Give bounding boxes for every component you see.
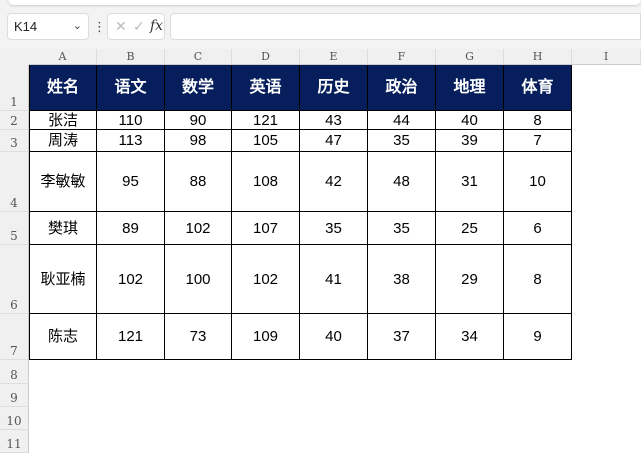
table-header-cell[interactable]: 体育	[504, 65, 572, 111]
chevron-down-icon[interactable]: ⌄	[72, 20, 82, 32]
table-header-cell[interactable]: 政治	[368, 65, 436, 111]
score-cell[interactable]: 39	[436, 130, 504, 152]
score-cell[interactable]: 105	[232, 130, 300, 152]
table-header-cell[interactable]: 数学	[165, 65, 232, 111]
score-cell[interactable]: 37	[368, 314, 436, 360]
fx-icon[interactable]: fx	[150, 18, 164, 34]
select-all-corner[interactable]	[0, 49, 29, 65]
score-cell[interactable]: 42	[300, 152, 368, 212]
row-header[interactable]: 9	[0, 384, 29, 407]
score-cell[interactable]: 121	[232, 111, 300, 130]
score-cell[interactable]: 35	[368, 212, 436, 245]
column-header[interactable]: B	[97, 49, 165, 65]
score-cell[interactable]: 40	[300, 314, 368, 360]
score-cell[interactable]: 40	[436, 111, 504, 130]
score-cell[interactable]: 95	[97, 152, 165, 212]
score-cell[interactable]: 44	[368, 111, 436, 130]
score-cell[interactable]: 7	[504, 130, 572, 152]
score-cell[interactable]: 34	[436, 314, 504, 360]
row-header[interactable]: 5	[0, 212, 29, 245]
name-cell[interactable]: 张洁	[29, 111, 97, 130]
row-header[interactable]: 4	[0, 152, 29, 212]
table-header-cell[interactable]: 姓名	[29, 65, 97, 111]
score-cell[interactable]: 121	[97, 314, 165, 360]
column-header[interactable]: C	[165, 49, 232, 65]
score-cell[interactable]: 113	[97, 130, 165, 152]
table-header-cell[interactable]: 语文	[97, 65, 165, 111]
name-box-value: K14	[14, 19, 38, 34]
formula-controls: ✕ ✓ fx	[107, 13, 165, 40]
score-cell[interactable]: 109	[232, 314, 300, 360]
score-cell[interactable]: 35	[368, 130, 436, 152]
column-header[interactable]: E	[300, 49, 368, 65]
score-cell[interactable]: 43	[300, 111, 368, 130]
score-cell[interactable]: 48	[368, 152, 436, 212]
row-header[interactable]: 2	[0, 111, 29, 130]
row-header[interactable]: 1	[0, 65, 29, 111]
name-cell[interactable]: 李敏敏	[29, 152, 97, 212]
score-cell[interactable]: 47	[300, 130, 368, 152]
row-header[interactable]: 6	[0, 245, 29, 314]
score-cell[interactable]: 35	[300, 212, 368, 245]
score-cell[interactable]: 107	[232, 212, 300, 245]
score-cell[interactable]: 6	[504, 212, 572, 245]
name-cell[interactable]: 周涛	[29, 130, 97, 152]
score-cell[interactable]: 73	[165, 314, 232, 360]
name-cell[interactable]: 樊琪	[29, 212, 97, 245]
row-header[interactable]: 7	[0, 314, 29, 360]
score-cell[interactable]: 90	[165, 111, 232, 130]
name-cell[interactable]: 耿亚楠	[29, 245, 97, 314]
score-cell[interactable]: 31	[436, 152, 504, 212]
table-header-cell[interactable]: 地理	[436, 65, 504, 111]
score-cell[interactable]: 110	[97, 111, 165, 130]
name-box[interactable]: K14 ⌄	[7, 13, 89, 40]
row-header[interactable]: 11	[0, 430, 29, 453]
column-header[interactable]: D	[232, 49, 300, 65]
score-cell[interactable]: 8	[504, 245, 572, 314]
column-header[interactable]: F	[368, 49, 436, 65]
score-cell[interactable]: 41	[300, 245, 368, 314]
score-cell[interactable]: 100	[165, 245, 232, 314]
cancel-icon[interactable]: ✕	[115, 18, 127, 34]
score-cell[interactable]: 8	[504, 111, 572, 130]
column-header[interactable]: G	[436, 49, 504, 65]
score-cell[interactable]: 38	[368, 245, 436, 314]
score-cell[interactable]: 9	[504, 314, 572, 360]
score-cell[interactable]: 10	[504, 152, 572, 212]
table-header-cell[interactable]: 历史	[300, 65, 368, 111]
score-cell[interactable]: 25	[436, 212, 504, 245]
score-cell[interactable]: 98	[165, 130, 232, 152]
spreadsheet-grid[interactable]: A B C D E F G H I 1 2 3 4 5 6 7 8 9 10 11 姓名 语文 数学 英语 历史 政治 地理 体育 张洁…	[0, 49, 641, 456]
score-cell[interactable]: 88	[165, 152, 232, 212]
column-header[interactable]: H	[504, 49, 572, 65]
row-header[interactable]: 10	[0, 407, 29, 430]
more-options-icon[interactable]: ⋮	[93, 19, 106, 34]
score-cell[interactable]: 108	[232, 152, 300, 212]
row-header[interactable]: 8	[0, 360, 29, 384]
name-cell[interactable]: 陈志	[29, 314, 97, 360]
check-icon[interactable]: ✓	[133, 18, 145, 34]
table-header-cell[interactable]: 英语	[232, 65, 300, 111]
column-header[interactable]: A	[29, 49, 97, 65]
ribbon-bottom-edge	[8, 0, 641, 5]
row-header[interactable]: 3	[0, 130, 29, 152]
score-cell[interactable]: 102	[97, 245, 165, 314]
formula-input[interactable]	[170, 13, 641, 40]
score-cell[interactable]: 29	[436, 245, 504, 314]
score-cell[interactable]: 102	[232, 245, 300, 314]
score-cell[interactable]: 102	[165, 212, 232, 245]
column-header[interactable]: I	[572, 49, 641, 65]
score-cell[interactable]: 89	[97, 212, 165, 245]
